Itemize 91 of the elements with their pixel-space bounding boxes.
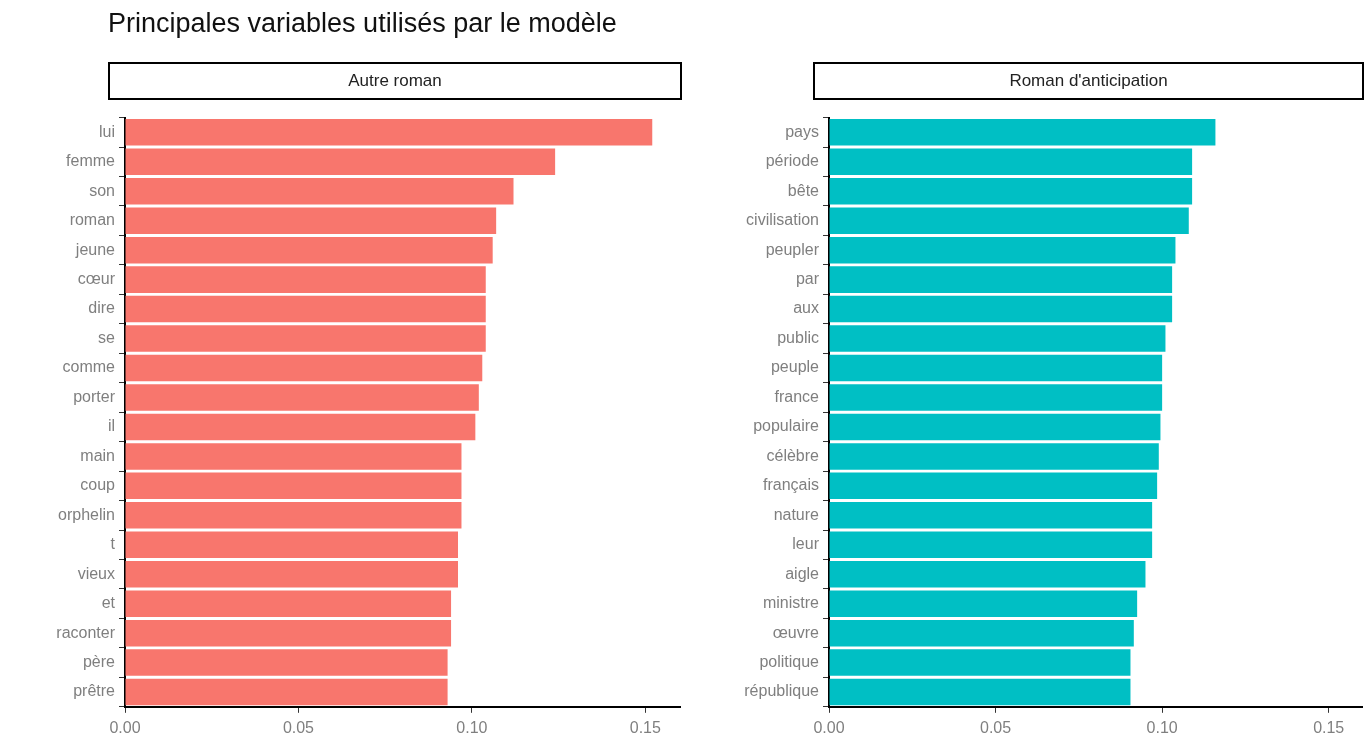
x-tick-label: 0.00 <box>109 718 141 736</box>
y-tick-label: raconter <box>56 623 116 641</box>
y-tick-label: dire <box>88 299 116 317</box>
bar <box>125 649 448 676</box>
bar <box>125 560 458 588</box>
x-tick-label: 0.05 <box>282 718 315 736</box>
bar <box>829 678 1131 706</box>
bar <box>829 413 1161 441</box>
chart-subtitle: Roman d'anticipation <box>813 62 1364 100</box>
bar <box>829 443 1159 470</box>
bar <box>125 472 462 500</box>
bar <box>125 531 458 559</box>
y-tick-label: public <box>777 328 819 346</box>
bar <box>125 266 486 293</box>
y-tick-label: par <box>795 270 820 288</box>
y-tick-label: se <box>98 328 116 346</box>
bar <box>125 678 448 706</box>
y-tick-label: œuvre <box>772 623 820 641</box>
y-tick-label: roman <box>69 211 115 229</box>
bar <box>829 119 1216 146</box>
bar <box>829 354 1163 382</box>
y-tick-label: peuple <box>770 358 820 376</box>
bar <box>125 325 486 352</box>
bar <box>829 384 1163 411</box>
bar <box>125 207 497 234</box>
x-tick-label: 0.10 <box>456 718 488 736</box>
y-tick-label: peupler <box>765 240 820 258</box>
bar <box>125 619 452 647</box>
y-tick-label: civilisation <box>746 211 819 229</box>
y-tick-label: jeune <box>74 240 116 258</box>
x-tick-label: 0.10 <box>1146 718 1178 736</box>
bar <box>125 590 452 617</box>
y-tick-label: prêtre <box>73 682 116 700</box>
bar <box>125 295 486 323</box>
y-tick-label: populaire <box>753 417 820 435</box>
bar <box>125 443 462 470</box>
y-tick-label: père <box>82 653 116 671</box>
y-tick-label: politique <box>759 653 820 671</box>
y-tick-label: célèbre <box>766 446 820 464</box>
y-tick-label: nature <box>773 505 820 523</box>
y-tick-label: lui <box>98 122 115 140</box>
y-tick-label: porter <box>73 387 116 405</box>
y-tick-label: français <box>762 476 819 494</box>
bar <box>829 148 1193 176</box>
bar <box>829 236 1176 264</box>
y-tick-label: france <box>774 387 820 405</box>
bar <box>125 236 493 264</box>
bar <box>829 207 1189 234</box>
y-tick-label: aigle <box>785 564 820 582</box>
bar <box>829 590 1138 617</box>
y-tick-label: ministre <box>762 594 820 612</box>
bar <box>829 619 1134 647</box>
y-tick-label: cœur <box>77 270 116 288</box>
y-tick-label: femme <box>66 152 116 170</box>
y-tick-label: comme <box>62 358 116 376</box>
bar <box>125 384 479 411</box>
y-tick-label: république <box>744 682 820 700</box>
bar <box>125 177 514 205</box>
y-tick-label: main <box>80 446 115 464</box>
x-tick-label: 0.05 <box>979 718 1012 736</box>
bar <box>829 177 1193 205</box>
x-tick-label: 0.15 <box>629 718 661 736</box>
bar <box>829 295 1173 323</box>
bar <box>125 413 476 441</box>
y-tick-label: et <box>101 594 116 612</box>
y-tick-label: coup <box>80 476 116 494</box>
y-tick-label: bête <box>787 181 820 199</box>
bar <box>829 266 1173 293</box>
bar <box>829 472 1158 500</box>
y-tick-label: t <box>110 535 116 553</box>
bar <box>829 502 1153 529</box>
bar <box>125 502 462 529</box>
y-tick-label: pays <box>785 122 819 140</box>
y-tick-label: période <box>765 152 820 170</box>
bar <box>829 560 1146 588</box>
chart-subtitle: Autre roman <box>108 62 682 100</box>
y-tick-label: leur <box>792 535 820 553</box>
bar <box>829 325 1166 352</box>
bar <box>125 148 556 176</box>
bar <box>125 119 653 146</box>
y-tick-label: son <box>89 181 115 199</box>
y-tick-label: aux <box>793 299 819 317</box>
bar <box>125 354 483 382</box>
y-tick-label: orphelin <box>58 505 115 523</box>
x-tick-label: 0.00 <box>813 718 845 736</box>
y-tick-label: il <box>107 417 115 435</box>
y-tick-label: vieux <box>77 564 115 582</box>
chart-title: Principales variables utilisés par le modèle <box>108 8 617 39</box>
bar <box>829 649 1131 676</box>
x-tick-label: 0.15 <box>1313 718 1345 736</box>
bar <box>829 531 1153 559</box>
